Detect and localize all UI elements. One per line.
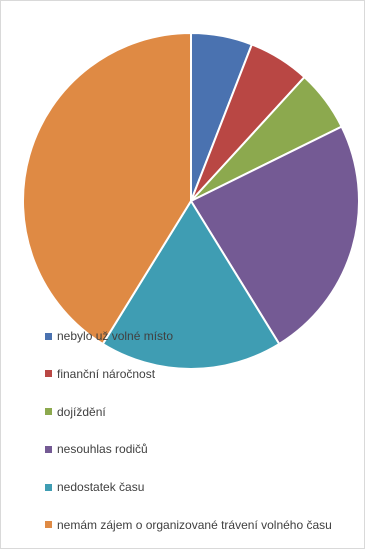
legend-item: finanční náročnost [45,366,365,382]
legend-swatch [45,332,52,340]
legend-swatch [45,408,52,416]
chart-legend: nebylo už volné místo finanční náročnost d… [45,328,365,555]
legend-swatch [45,521,52,529]
legend-item: nedostatek času [45,479,365,495]
pie-slice-6 [21,32,192,345]
legend-swatch [45,370,52,378]
pie-slices [21,32,360,371]
legend-label: nemám zájem o organizované trávení volné… [57,517,332,532]
legend-swatch [45,483,52,491]
legend-item: dojíždění [45,404,365,420]
legend-item: nebylo už volné místo [45,328,365,344]
legend-label: nebylo už volné místo [57,329,174,343]
legend-label: nedostatek času [57,480,145,495]
legend-item: nemám zájem o organizované trávení volné… [45,517,365,533]
pie-slice-4 [190,125,360,345]
legend-label: finanční náročnost [57,366,156,381]
pie-slice-5 [101,200,281,371]
legend-item: nesouhlas rodičů [45,441,365,457]
legend-label: nesouhlas rodičů [57,442,148,457]
legend-label: dojíždění [57,404,106,419]
legend-swatch [45,445,52,453]
